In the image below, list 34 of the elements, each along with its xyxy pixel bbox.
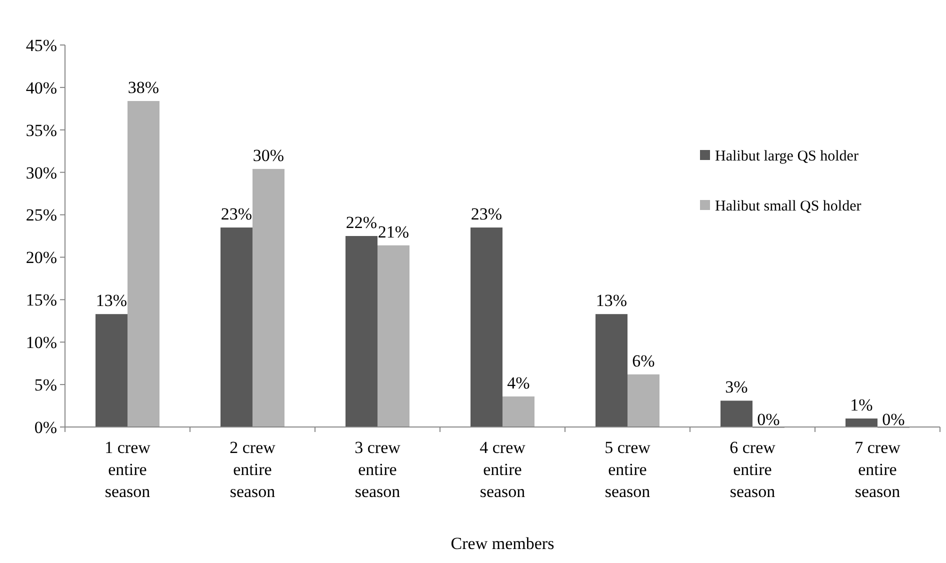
data-label: 30% <box>252 146 284 165</box>
x-tick-label: 6 crew entire season <box>730 438 776 501</box>
x-tick-label: 7 crew entire season <box>854 438 902 501</box>
data-label: 6% <box>632 351 655 370</box>
data-label: 38% <box>128 78 160 98</box>
y-tick-label: 25% <box>26 206 57 225</box>
x-tick-label: 2 crew entire season <box>230 438 276 501</box>
data-label: 13% <box>96 291 128 310</box>
y-tick-label: 35% <box>26 120 57 140</box>
y-tick-label: 45% <box>26 36 57 55</box>
y-tick-label: 0% <box>34 418 57 437</box>
x-tick-label: 1 crew entire season <box>104 438 152 501</box>
data-label: 0% <box>757 410 780 429</box>
data-label: 1% <box>850 396 873 415</box>
legend-label: Halibut small QS holder <box>715 198 862 214</box>
data-label: 21% <box>378 222 410 242</box>
y-tick-label: 10% <box>26 333 57 352</box>
y-tick-label: 5% <box>34 376 57 395</box>
y-tick-label: 20% <box>26 248 57 268</box>
legend-label: Halibut large QS holder <box>715 148 858 164</box>
data-label: 3% <box>725 378 748 397</box>
y-tick-label: 30% <box>26 163 57 182</box>
data-label: 13% <box>596 291 628 310</box>
x-axis-title: Crew members <box>450 534 554 553</box>
data-label: 23% <box>220 204 252 224</box>
x-tick-label: 3 crew entire season <box>354 438 402 501</box>
data-label: 0% <box>882 410 905 429</box>
x-tick-label: 5 crew entire season <box>604 438 652 501</box>
data-label: 22% <box>346 213 378 232</box>
data-label: 23% <box>470 204 502 224</box>
data-label: 4% <box>507 373 530 392</box>
y-tick-label: 40% <box>26 78 57 98</box>
y-tick-label: 15% <box>26 290 57 310</box>
x-tick-label: 4 crew entire season <box>480 438 526 501</box>
